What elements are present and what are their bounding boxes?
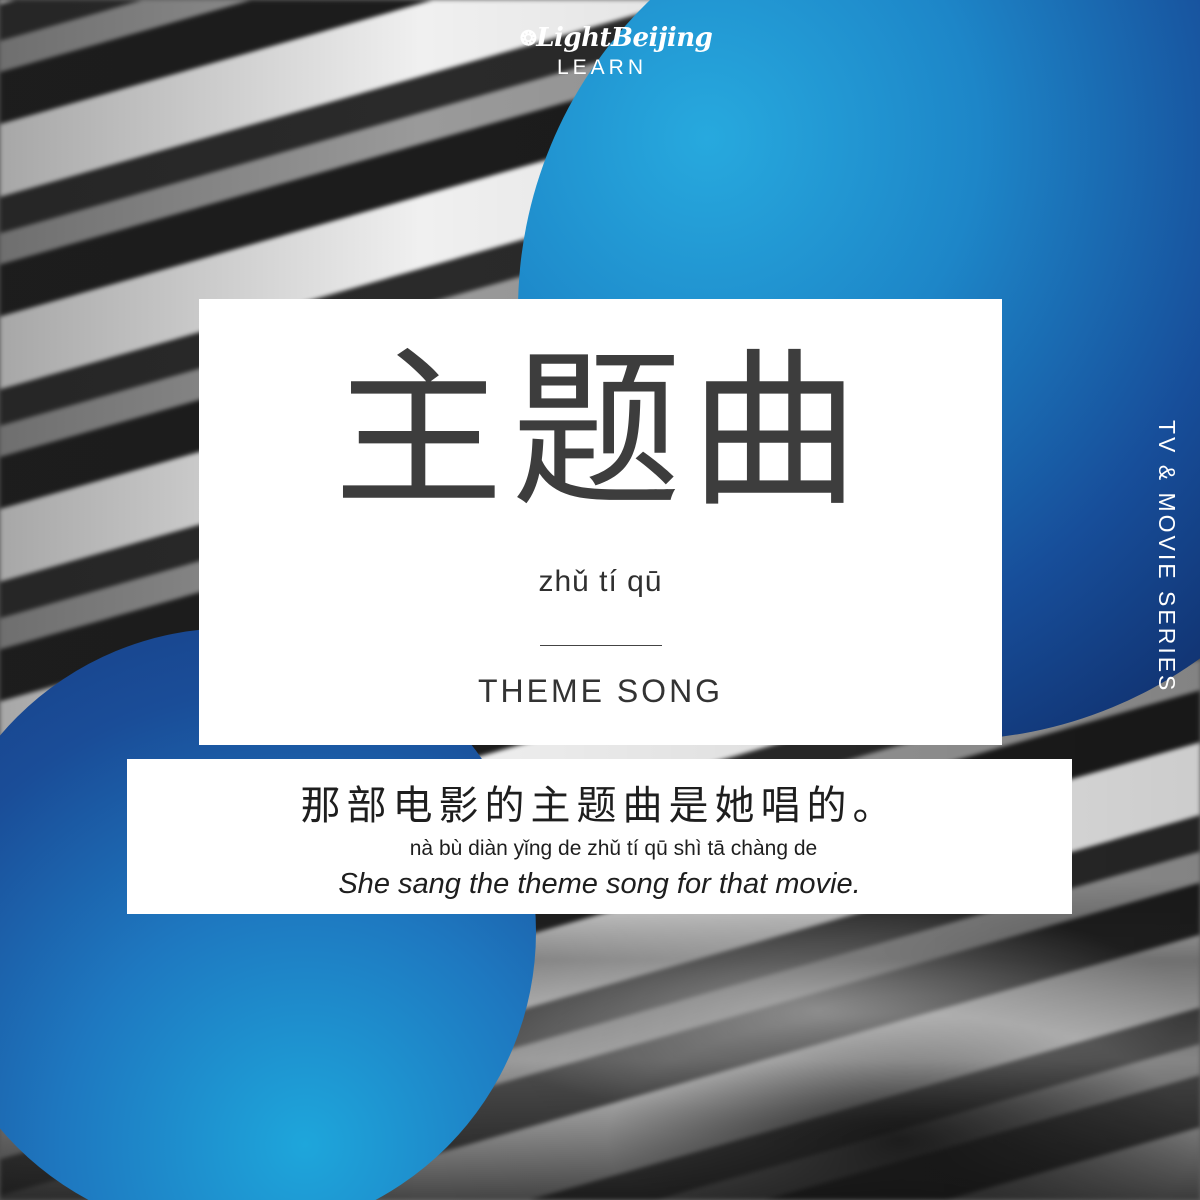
series-label: TV & MOVIE SERIES — [1154, 420, 1180, 694]
word-panel: 主题曲 zhǔ tí qū THEME SONG — [199, 299, 1002, 745]
example-panel: 那部电影的主题曲是她唱的。 nà bù diàn yǐng de zhǔ tí … — [127, 759, 1072, 914]
logo-wordmark: ❂LightBeijing — [520, 20, 713, 56]
brand-logo: ❂LightBeijing LEARN — [520, 20, 713, 80]
example-english: She sang the theme song for that movie. — [338, 868, 861, 900]
lightbulb-icon: ❂ — [520, 26, 537, 50]
divider — [540, 645, 662, 646]
example-pinyin: nà bù diàn yǐng de zhǔ tí qū shì tā chàn… — [409, 837, 818, 860]
logo-subtitle: LEARN — [556, 56, 648, 79]
word-meaning: THEME SONG — [477, 673, 724, 709]
word-pinyin: zhǔ tí qū — [538, 565, 663, 598]
logo-text: LightBeijing — [536, 23, 713, 53]
example-hanzi: 那部电影的主题曲是她唱的。 — [300, 783, 899, 829]
word-hanzi: 主题曲 — [333, 333, 868, 531]
